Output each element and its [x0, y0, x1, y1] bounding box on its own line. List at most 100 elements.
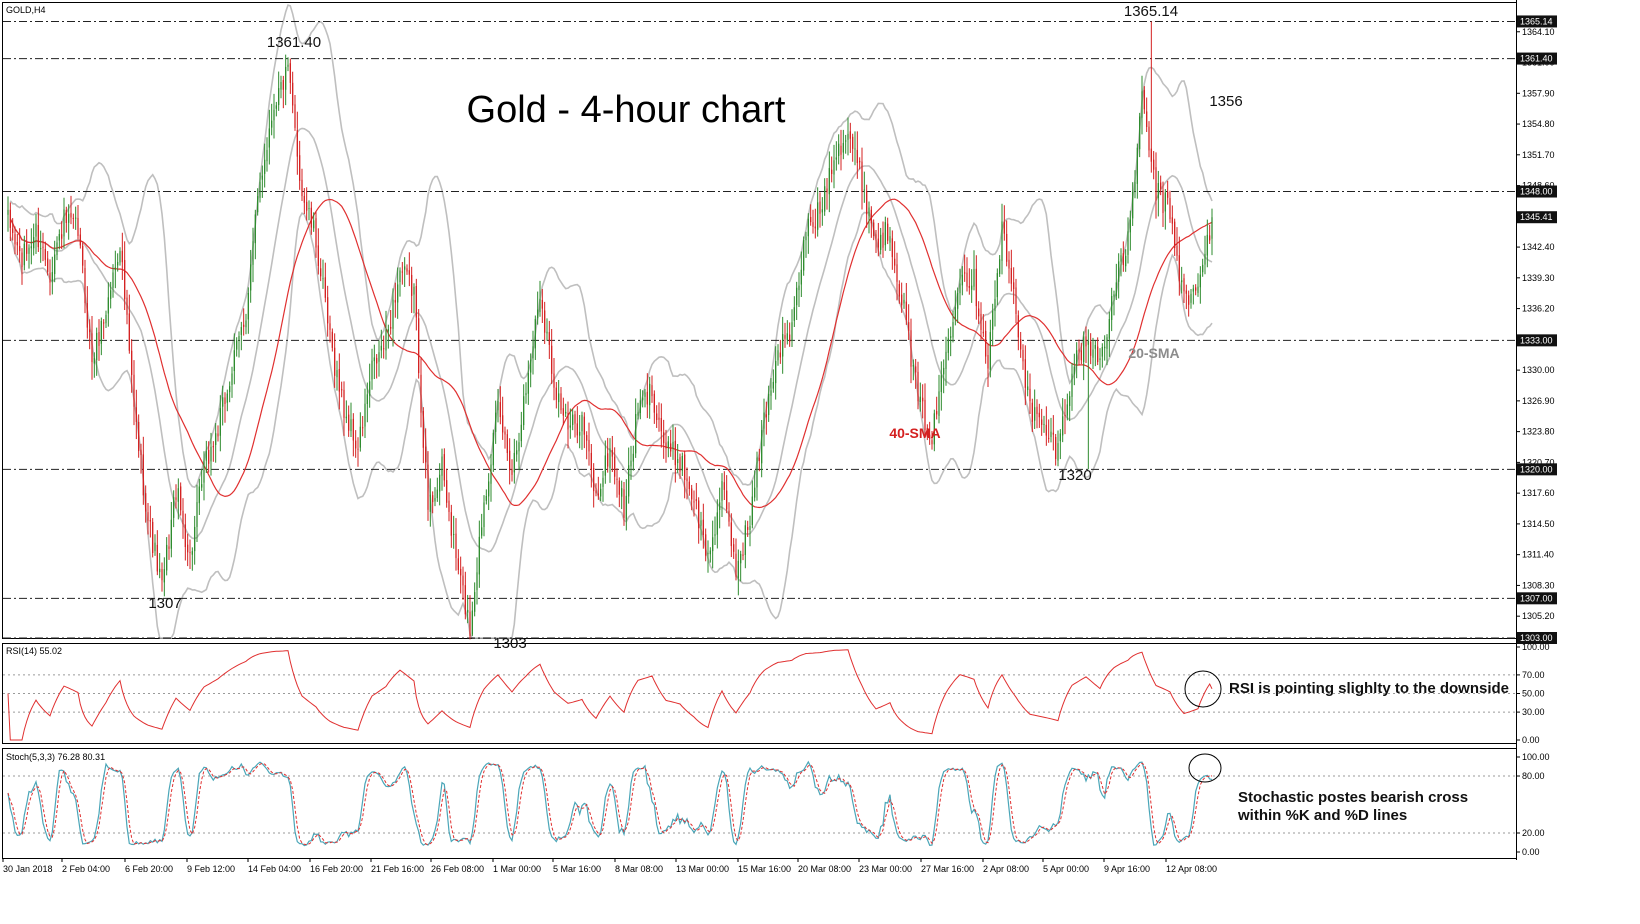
candle [840, 129, 842, 171]
candle [497, 389, 499, 423]
candle-body [1115, 282, 1117, 297]
candle-body [842, 143, 844, 153]
candle-body [749, 525, 751, 531]
candle-body [982, 331, 984, 334]
candle-body [203, 461, 205, 483]
candle-body [86, 303, 88, 328]
candle [1034, 389, 1036, 430]
candle [84, 259, 86, 314]
candle-body [945, 351, 947, 369]
candle [763, 398, 765, 447]
candle-body [1141, 91, 1143, 118]
candle-body [653, 393, 655, 413]
candle [940, 361, 942, 411]
candle-body [159, 568, 161, 573]
candle [135, 389, 137, 440]
candle-body [140, 449, 142, 455]
candle-body [205, 451, 207, 461]
candle [413, 283, 415, 314]
candle-body [905, 301, 907, 321]
candle [530, 353, 532, 388]
candle-body [448, 500, 450, 512]
candle [399, 267, 401, 297]
candle [621, 480, 623, 510]
candle-body [840, 145, 842, 155]
candle [483, 495, 485, 537]
candle-body [1197, 286, 1199, 293]
candle-body [782, 334, 784, 357]
candle-body [434, 498, 436, 502]
candle [369, 363, 371, 408]
candle [947, 328, 949, 361]
candle [784, 322, 786, 348]
candle [1022, 344, 1024, 370]
candle-body [987, 354, 989, 369]
candle-body [294, 104, 296, 128]
candle-body [1050, 431, 1052, 438]
candle [1111, 287, 1113, 332]
candle-body [651, 385, 653, 397]
candle [756, 451, 758, 501]
candle [502, 396, 504, 440]
candle-body [693, 501, 695, 503]
candle-body [310, 207, 312, 228]
candle-body [392, 299, 394, 329]
candle [863, 171, 865, 203]
candle [252, 227, 254, 283]
candle-body [7, 209, 9, 215]
candle [301, 168, 303, 201]
candle-body [560, 393, 562, 411]
candle [896, 252, 898, 301]
candle-body [807, 218, 809, 237]
candle [478, 520, 480, 588]
candle-body [61, 234, 63, 239]
candle [383, 335, 385, 359]
candle [1078, 339, 1080, 365]
candle [93, 352, 95, 378]
candle-body [579, 431, 581, 436]
candle [1162, 181, 1164, 228]
stoch-label: Stoch(5,3,3) 76.28 80.31 [6, 752, 105, 762]
candle [744, 520, 746, 569]
candle-body [387, 329, 389, 332]
candle [581, 411, 583, 450]
candle-body [1162, 190, 1164, 214]
candle [966, 257, 968, 292]
candle [243, 308, 245, 336]
candle [663, 419, 665, 459]
candle [110, 281, 112, 309]
candle-body [576, 423, 578, 436]
candle-body [919, 396, 921, 402]
candle-body [707, 553, 709, 555]
candle [597, 476, 599, 500]
candle-body [1008, 259, 1010, 269]
candle-body [1125, 255, 1127, 267]
candle [1069, 391, 1071, 422]
candle-body [805, 236, 807, 241]
candle [427, 451, 429, 521]
candle [922, 384, 924, 419]
candle [1190, 289, 1192, 309]
candle-body [548, 332, 550, 345]
candle-body [427, 464, 429, 510]
candle [644, 388, 646, 408]
candle-body [929, 434, 931, 439]
candle [810, 204, 812, 226]
candle-body [56, 242, 58, 256]
candle [89, 319, 91, 350]
candle [203, 451, 205, 501]
candle-body [380, 345, 382, 351]
time-tick-label: 8 Mar 08:00 [615, 864, 663, 874]
candle [415, 278, 417, 331]
price-tick-label: 1339.30 [1522, 273, 1555, 283]
candle-body [910, 330, 912, 367]
candle-body [352, 418, 354, 441]
candle-body [1015, 287, 1017, 314]
candle-body [163, 569, 165, 583]
candle-body [511, 469, 513, 475]
candle-body [278, 88, 280, 106]
candle-body [37, 225, 39, 248]
candle-body [791, 322, 793, 341]
candle [1003, 205, 1005, 241]
candle [513, 438, 515, 484]
